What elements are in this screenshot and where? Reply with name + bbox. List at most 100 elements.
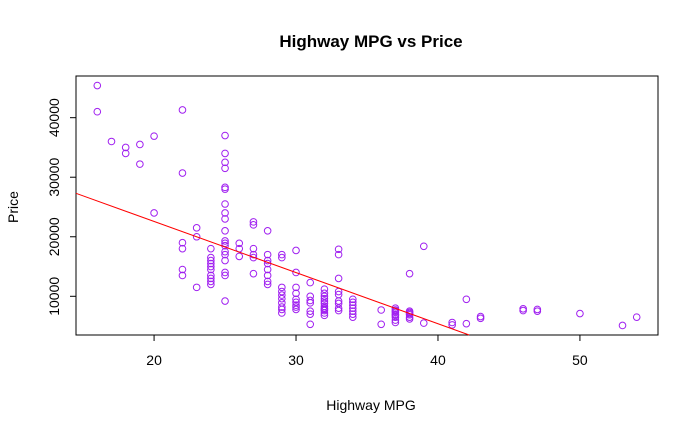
data-point [448, 321, 456, 329]
data-point [349, 295, 357, 304]
data-point [306, 296, 315, 305]
data-point [320, 289, 329, 298]
data-point [221, 250, 229, 259]
data-point [462, 319, 471, 328]
data-point [249, 221, 258, 229]
data-point [207, 262, 215, 271]
data-point [150, 132, 158, 140]
data-point [320, 292, 329, 301]
y-tick-label: 10000 [46, 277, 62, 316]
x-axis: 20 30 40 50 [146, 335, 588, 368]
data-point [278, 291, 286, 299]
data-point [136, 140, 144, 149]
data-point [178, 244, 187, 253]
data-point [221, 149, 229, 158]
data-point [448, 318, 456, 327]
data-point [263, 265, 272, 274]
data-point [178, 271, 187, 280]
data-point [334, 250, 343, 259]
data-point [334, 297, 343, 305]
data-point [207, 265, 215, 274]
x-axis-label: Highway MPG [326, 397, 415, 413]
data-point [349, 310, 357, 318]
data-point [306, 278, 315, 287]
data-point [221, 227, 229, 235]
data-point [292, 268, 300, 277]
data-point [320, 285, 329, 293]
data-point [121, 149, 130, 158]
data-points [93, 81, 641, 330]
data-point [249, 253, 258, 262]
data-point [377, 320, 385, 329]
data-point [192, 232, 201, 241]
data-point [221, 131, 229, 140]
data-point [221, 215, 229, 223]
data-point [207, 271, 215, 280]
data-point [221, 268, 229, 277]
data-point [349, 301, 357, 310]
data-point [292, 295, 300, 304]
data-point [334, 306, 343, 315]
chart-title: Highway MPG vs Price [279, 32, 462, 51]
data-point [249, 244, 258, 253]
data-point [221, 256, 229, 265]
y-axis-label: Price [5, 191, 21, 223]
data-point [278, 305, 286, 314]
data-point [278, 287, 286, 296]
data-point [278, 283, 286, 292]
data-point [178, 106, 187, 114]
data-point [192, 283, 201, 292]
data-point [334, 299, 343, 308]
data-point [221, 158, 229, 167]
plot-frame [75, 75, 659, 336]
y-axis: 10000 20000 30000 40000 [46, 98, 76, 316]
data-point [391, 316, 400, 324]
data-point [292, 283, 300, 292]
data-point [221, 247, 229, 256]
data-point [278, 253, 286, 262]
data-point [320, 309, 329, 317]
data-point [221, 200, 229, 208]
x-tick-label: 30 [288, 352, 304, 368]
data-point [278, 250, 286, 259]
data-point [632, 313, 641, 321]
y-tick-label: 30000 [46, 158, 62, 197]
data-point [263, 256, 272, 265]
data-point [207, 253, 215, 262]
data-point [263, 227, 272, 235]
data-point [249, 218, 258, 226]
data-point [278, 303, 286, 311]
data-point [221, 237, 229, 245]
data-point [419, 319, 428, 327]
data-point [377, 306, 385, 314]
data-point [306, 310, 315, 318]
data-point [292, 303, 300, 311]
data-point [221, 297, 229, 305]
trend-line [75, 192, 470, 336]
data-point [320, 306, 329, 315]
data-point [349, 313, 357, 321]
x-tick-label: 40 [430, 352, 446, 368]
data-point [249, 269, 258, 278]
data-point [263, 250, 272, 259]
data-point [320, 297, 329, 305]
data-point [292, 305, 300, 314]
data-point [93, 81, 102, 90]
data-point [207, 280, 215, 289]
data-point [306, 320, 315, 329]
data-point [192, 224, 201, 232]
y-tick-label: 20000 [46, 217, 62, 256]
data-point [263, 277, 272, 286]
data-point [320, 294, 329, 303]
data-point [278, 309, 286, 317]
data-point [121, 143, 130, 152]
y-tick-label: 40000 [46, 98, 62, 137]
data-point [235, 239, 244, 248]
data-point [221, 271, 229, 280]
data-point [221, 185, 229, 193]
data-point [136, 160, 144, 168]
data-point [263, 280, 272, 289]
data-point [235, 252, 244, 261]
x-tick-label: 20 [146, 352, 162, 368]
